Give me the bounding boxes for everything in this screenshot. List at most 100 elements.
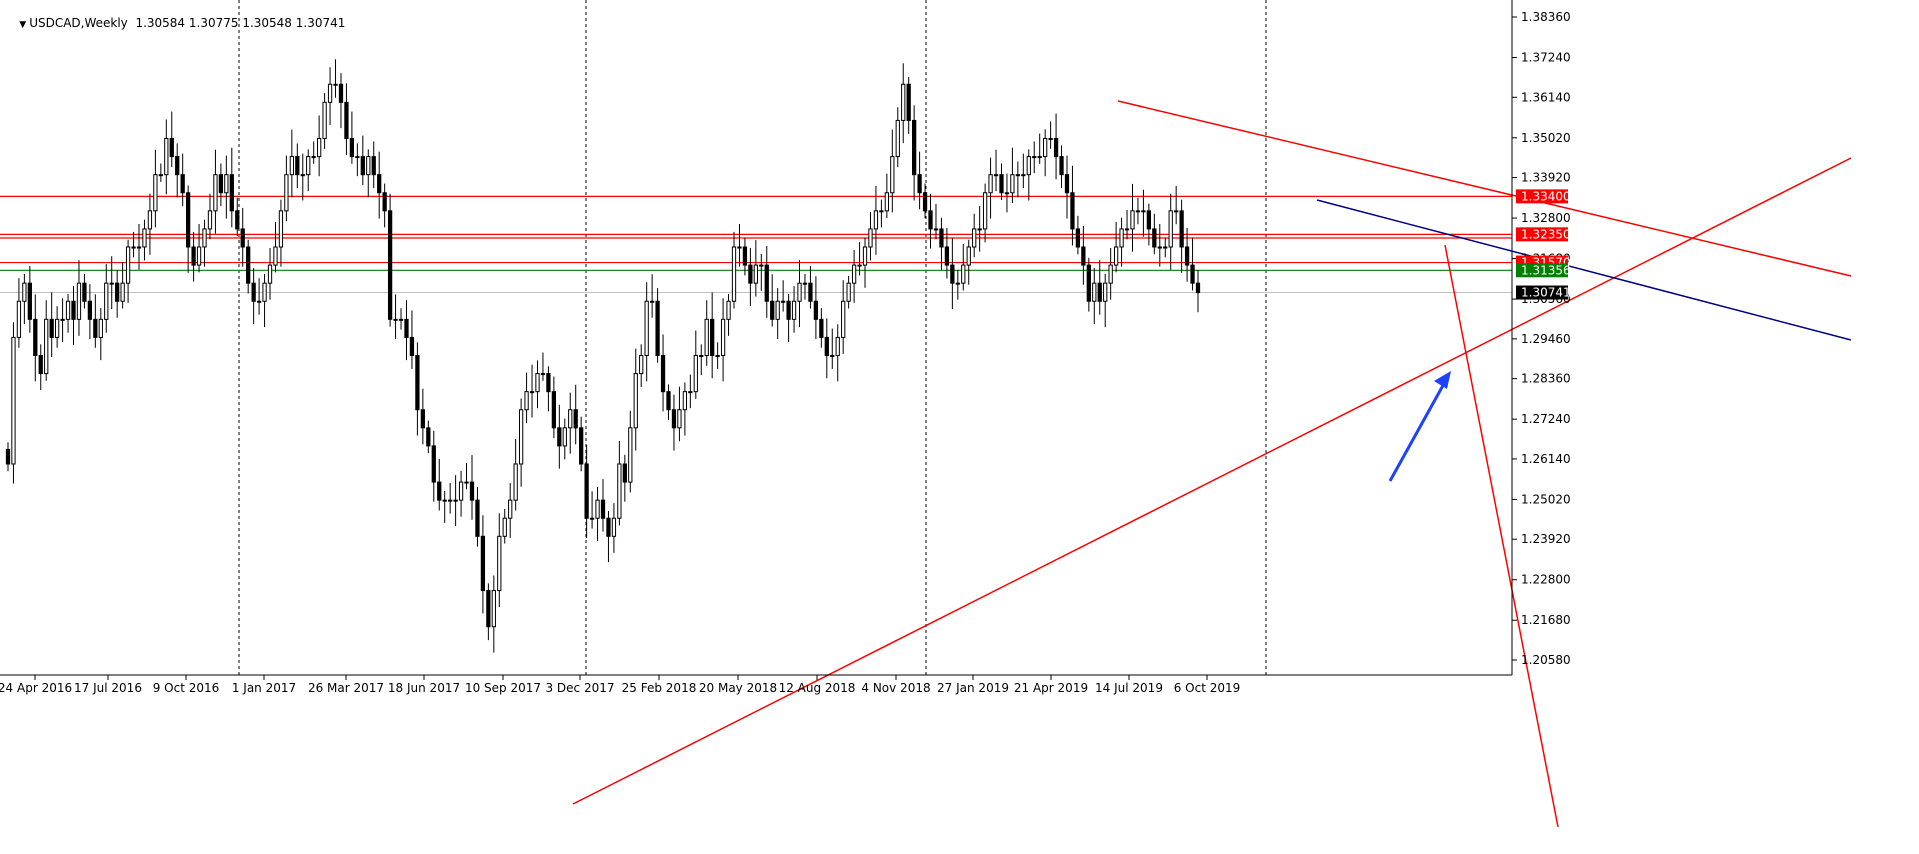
candle — [1026, 149, 1031, 201]
candle — [764, 246, 769, 318]
candle-body — [442, 499, 447, 502]
candle — [1152, 213, 1157, 255]
candle — [677, 386, 682, 442]
candle — [682, 382, 688, 436]
candle — [912, 105, 917, 201]
candle-body — [595, 499, 600, 519]
candle-body — [1141, 210, 1146, 213]
price-tick-label: 1.33920 — [1521, 171, 1571, 185]
candle-body — [147, 210, 153, 230]
candle — [791, 286, 797, 333]
candle-body — [1119, 228, 1124, 248]
candle-body — [846, 282, 851, 302]
candle — [753, 240, 758, 297]
time-tick-label: 20 May 2018 — [699, 681, 777, 695]
candle-body — [33, 318, 38, 356]
candle — [1113, 222, 1119, 273]
candle — [846, 275, 851, 309]
candle — [448, 483, 453, 514]
candle — [1135, 197, 1141, 225]
candle — [16, 278, 22, 348]
candle — [1146, 203, 1152, 246]
candle — [568, 392, 573, 454]
candle — [360, 135, 365, 186]
candle — [218, 163, 224, 207]
price-tick-label: 1.22800 — [1521, 573, 1571, 587]
candle-body — [622, 463, 627, 483]
candle-body — [1108, 264, 1113, 284]
candle — [11, 322, 16, 484]
candle — [5, 442, 11, 472]
candle — [322, 93, 327, 149]
candle — [513, 439, 518, 511]
candle-body — [1059, 156, 1064, 176]
candle — [819, 308, 824, 348]
candle — [737, 223, 742, 267]
candle-body — [327, 83, 333, 103]
candle — [235, 197, 240, 237]
current-price-label: 1.30741 — [1516, 285, 1571, 300]
candle-body — [535, 373, 540, 393]
candle-body — [480, 535, 486, 592]
candle-body — [895, 119, 900, 158]
candle — [1190, 238, 1195, 291]
candle — [611, 503, 617, 553]
candle-body — [617, 463, 622, 519]
candle-body — [1174, 210, 1179, 213]
candle-body — [961, 264, 966, 284]
candle — [622, 454, 627, 502]
candle — [1184, 227, 1190, 282]
candle — [1010, 147, 1015, 204]
candle-body — [1037, 156, 1042, 159]
price-tick-label: 1.21680 — [1521, 613, 1571, 627]
candle — [786, 294, 791, 343]
candle-body — [398, 318, 404, 321]
price-tick-label: 1.32800 — [1521, 211, 1571, 225]
candle — [207, 193, 213, 240]
candle — [426, 420, 431, 454]
candle-body — [191, 246, 196, 266]
candle — [999, 163, 1004, 200]
candle — [344, 83, 349, 156]
candle-body — [628, 427, 633, 483]
candle-body — [409, 336, 415, 356]
candle-body — [726, 300, 731, 320]
candle-body — [699, 354, 704, 357]
candle-body — [142, 228, 147, 248]
candle — [71, 286, 76, 346]
candle-body — [387, 210, 393, 320]
level-label-2-text: 1.32350 — [1521, 227, 1571, 241]
candle — [824, 318, 829, 379]
candle-body — [256, 300, 262, 303]
candle-body — [153, 174, 158, 212]
candle — [1108, 247, 1113, 300]
candle-body — [65, 300, 71, 320]
candle-body — [950, 264, 955, 284]
candle — [1086, 257, 1091, 312]
candle-body — [868, 228, 873, 248]
candle-body — [306, 156, 311, 176]
candle — [742, 237, 748, 276]
candle-body — [529, 391, 535, 394]
candle-body — [87, 300, 93, 320]
candles — [5, 59, 1201, 653]
candle — [1075, 215, 1081, 255]
level-label-2: 1.32350 — [1516, 227, 1571, 242]
candle-body — [377, 174, 382, 194]
candle — [655, 288, 660, 363]
candle — [617, 440, 622, 526]
level-label-5-text: 1.31356 — [1521, 263, 1571, 277]
candle — [355, 143, 360, 177]
chart-menu-icon[interactable]: ▼ — [19, 20, 27, 30]
candle — [731, 231, 737, 309]
candle-body — [1048, 138, 1053, 141]
candle — [377, 151, 382, 219]
candle-body — [1070, 192, 1075, 230]
candle — [158, 163, 163, 182]
candle — [851, 249, 857, 303]
candle-body — [1086, 264, 1091, 302]
candle-body — [1092, 282, 1097, 302]
candle — [873, 185, 879, 255]
